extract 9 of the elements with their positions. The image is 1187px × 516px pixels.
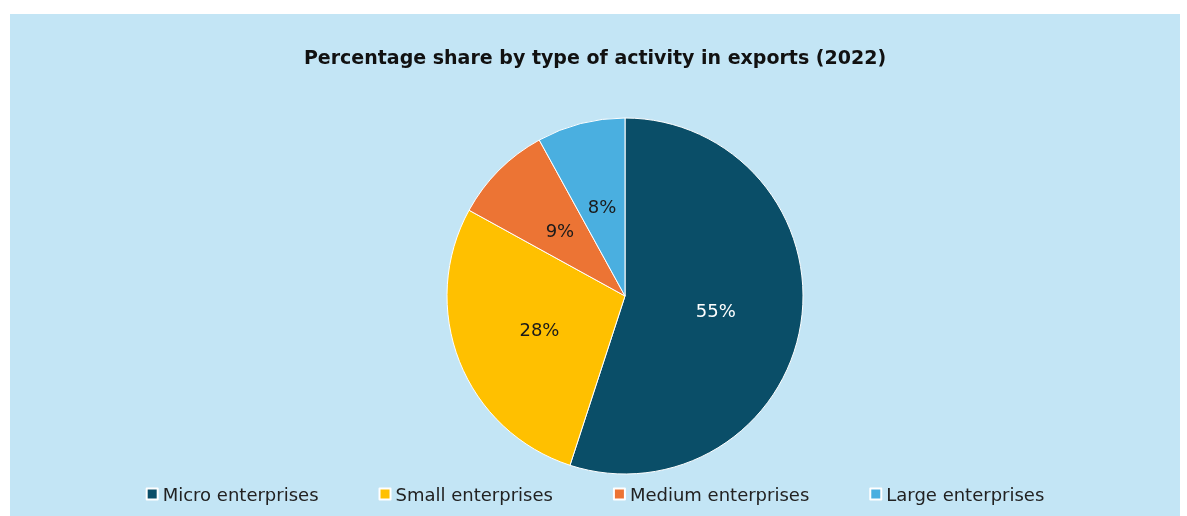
legend-label: Micro enterprises [162,483,319,505]
data-label: 55% [695,299,736,321]
legend-label: Medium enterprises [629,483,810,505]
chart-title: Percentage share by type of activity in exports (2022) [303,45,887,68]
data-label: 9% [545,220,575,242]
legend-label: Large enterprises [886,483,1045,505]
data-label: 28% [519,319,560,341]
data-label: 8% [587,196,617,218]
legend-label: Small enterprises [395,483,553,505]
